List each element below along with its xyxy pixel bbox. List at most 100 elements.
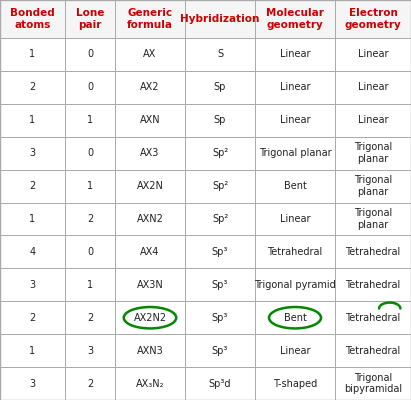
Text: 0: 0 — [87, 50, 93, 60]
Text: AXN: AXN — [140, 115, 160, 125]
Text: 4: 4 — [30, 247, 36, 257]
Text: 1: 1 — [87, 280, 93, 290]
Bar — [115, 236, 185, 268]
Text: Linear: Linear — [358, 82, 388, 92]
Bar — [185, 170, 255, 202]
Text: Sp²: Sp² — [212, 214, 228, 224]
Text: 2: 2 — [29, 181, 36, 191]
Text: 1: 1 — [87, 115, 93, 125]
Bar — [255, 104, 335, 137]
Text: Trigonal
bipyramidal: Trigonal bipyramidal — [344, 373, 402, 394]
Text: 1: 1 — [30, 214, 36, 224]
Bar — [335, 71, 411, 104]
Text: Trigonal
planar: Trigonal planar — [354, 175, 392, 197]
Text: Linear: Linear — [280, 82, 310, 92]
Bar — [185, 367, 255, 400]
Bar — [0, 334, 65, 367]
Bar — [115, 38, 185, 71]
Text: 0: 0 — [87, 247, 93, 257]
Text: Trigonal
planar: Trigonal planar — [354, 208, 392, 230]
Bar — [335, 104, 411, 137]
Text: 3: 3 — [30, 378, 36, 388]
Bar — [255, 170, 335, 202]
Bar — [185, 38, 255, 71]
Bar — [185, 236, 255, 268]
Text: 3: 3 — [30, 148, 36, 158]
Bar — [0, 236, 65, 268]
Text: Sp³: Sp³ — [212, 346, 228, 356]
Bar — [115, 268, 185, 301]
Bar — [185, 268, 255, 301]
Bar — [255, 38, 335, 71]
Text: Tetrahedral: Tetrahedral — [345, 247, 401, 257]
Bar — [185, 301, 255, 334]
Bar — [0, 71, 65, 104]
Text: Linear: Linear — [358, 115, 388, 125]
Text: Bent: Bent — [284, 181, 307, 191]
Bar — [255, 71, 335, 104]
Bar — [65, 38, 115, 71]
Bar — [335, 236, 411, 268]
Text: Tetrahedral: Tetrahedral — [345, 313, 401, 323]
Text: AX3: AX3 — [140, 148, 160, 158]
Bar — [0, 38, 65, 71]
Bar — [65, 137, 115, 170]
Text: Tetrahedral: Tetrahedral — [345, 280, 401, 290]
Bar — [0, 268, 65, 301]
Text: AX: AX — [143, 50, 157, 60]
Bar — [115, 334, 185, 367]
Text: 3: 3 — [30, 280, 36, 290]
Bar — [65, 268, 115, 301]
Text: Sp²: Sp² — [212, 181, 228, 191]
Bar — [0, 202, 65, 236]
Text: AXN3: AXN3 — [136, 346, 164, 356]
Text: Sp³: Sp³ — [212, 280, 228, 290]
Bar — [65, 0, 115, 38]
Text: Tetrahedral: Tetrahedral — [345, 346, 401, 356]
Bar — [65, 104, 115, 137]
Text: Tetrahedral: Tetrahedral — [268, 247, 323, 257]
Text: Linear: Linear — [280, 214, 310, 224]
Text: Sp³d: Sp³d — [209, 378, 231, 388]
Text: Sp: Sp — [214, 115, 226, 125]
Bar — [335, 301, 411, 334]
Bar — [335, 0, 411, 38]
Bar — [255, 202, 335, 236]
Text: AX₃N₂: AX₃N₂ — [136, 378, 164, 388]
Bar — [115, 71, 185, 104]
Bar — [0, 367, 65, 400]
Bar — [65, 170, 115, 202]
Text: AX2N2: AX2N2 — [134, 313, 166, 323]
Bar — [185, 202, 255, 236]
Bar — [335, 268, 411, 301]
Bar — [255, 0, 335, 38]
Bar — [115, 137, 185, 170]
Bar — [185, 0, 255, 38]
Text: S: S — [217, 50, 223, 60]
Text: Linear: Linear — [280, 50, 310, 60]
Text: Lone
pair: Lone pair — [76, 8, 104, 30]
Bar — [185, 334, 255, 367]
Text: 1: 1 — [30, 115, 36, 125]
Bar — [65, 334, 115, 367]
Bar — [115, 104, 185, 137]
Bar — [115, 301, 185, 334]
Text: Electron
geometry: Electron geometry — [345, 8, 402, 30]
Bar — [115, 367, 185, 400]
Text: 1: 1 — [87, 181, 93, 191]
Text: 2: 2 — [29, 82, 36, 92]
Bar — [335, 367, 411, 400]
Text: AX3N: AX3N — [136, 280, 164, 290]
Bar — [335, 202, 411, 236]
Bar — [185, 104, 255, 137]
Text: 3: 3 — [87, 346, 93, 356]
Bar — [115, 0, 185, 38]
Bar — [255, 236, 335, 268]
Text: Bonded
atoms: Bonded atoms — [10, 8, 55, 30]
Text: 1: 1 — [30, 50, 36, 60]
Text: Trigonal
planar: Trigonal planar — [354, 142, 392, 164]
Bar — [185, 137, 255, 170]
Text: AX4: AX4 — [140, 247, 160, 257]
Bar — [65, 71, 115, 104]
Text: Trigonal planar: Trigonal planar — [259, 148, 331, 158]
